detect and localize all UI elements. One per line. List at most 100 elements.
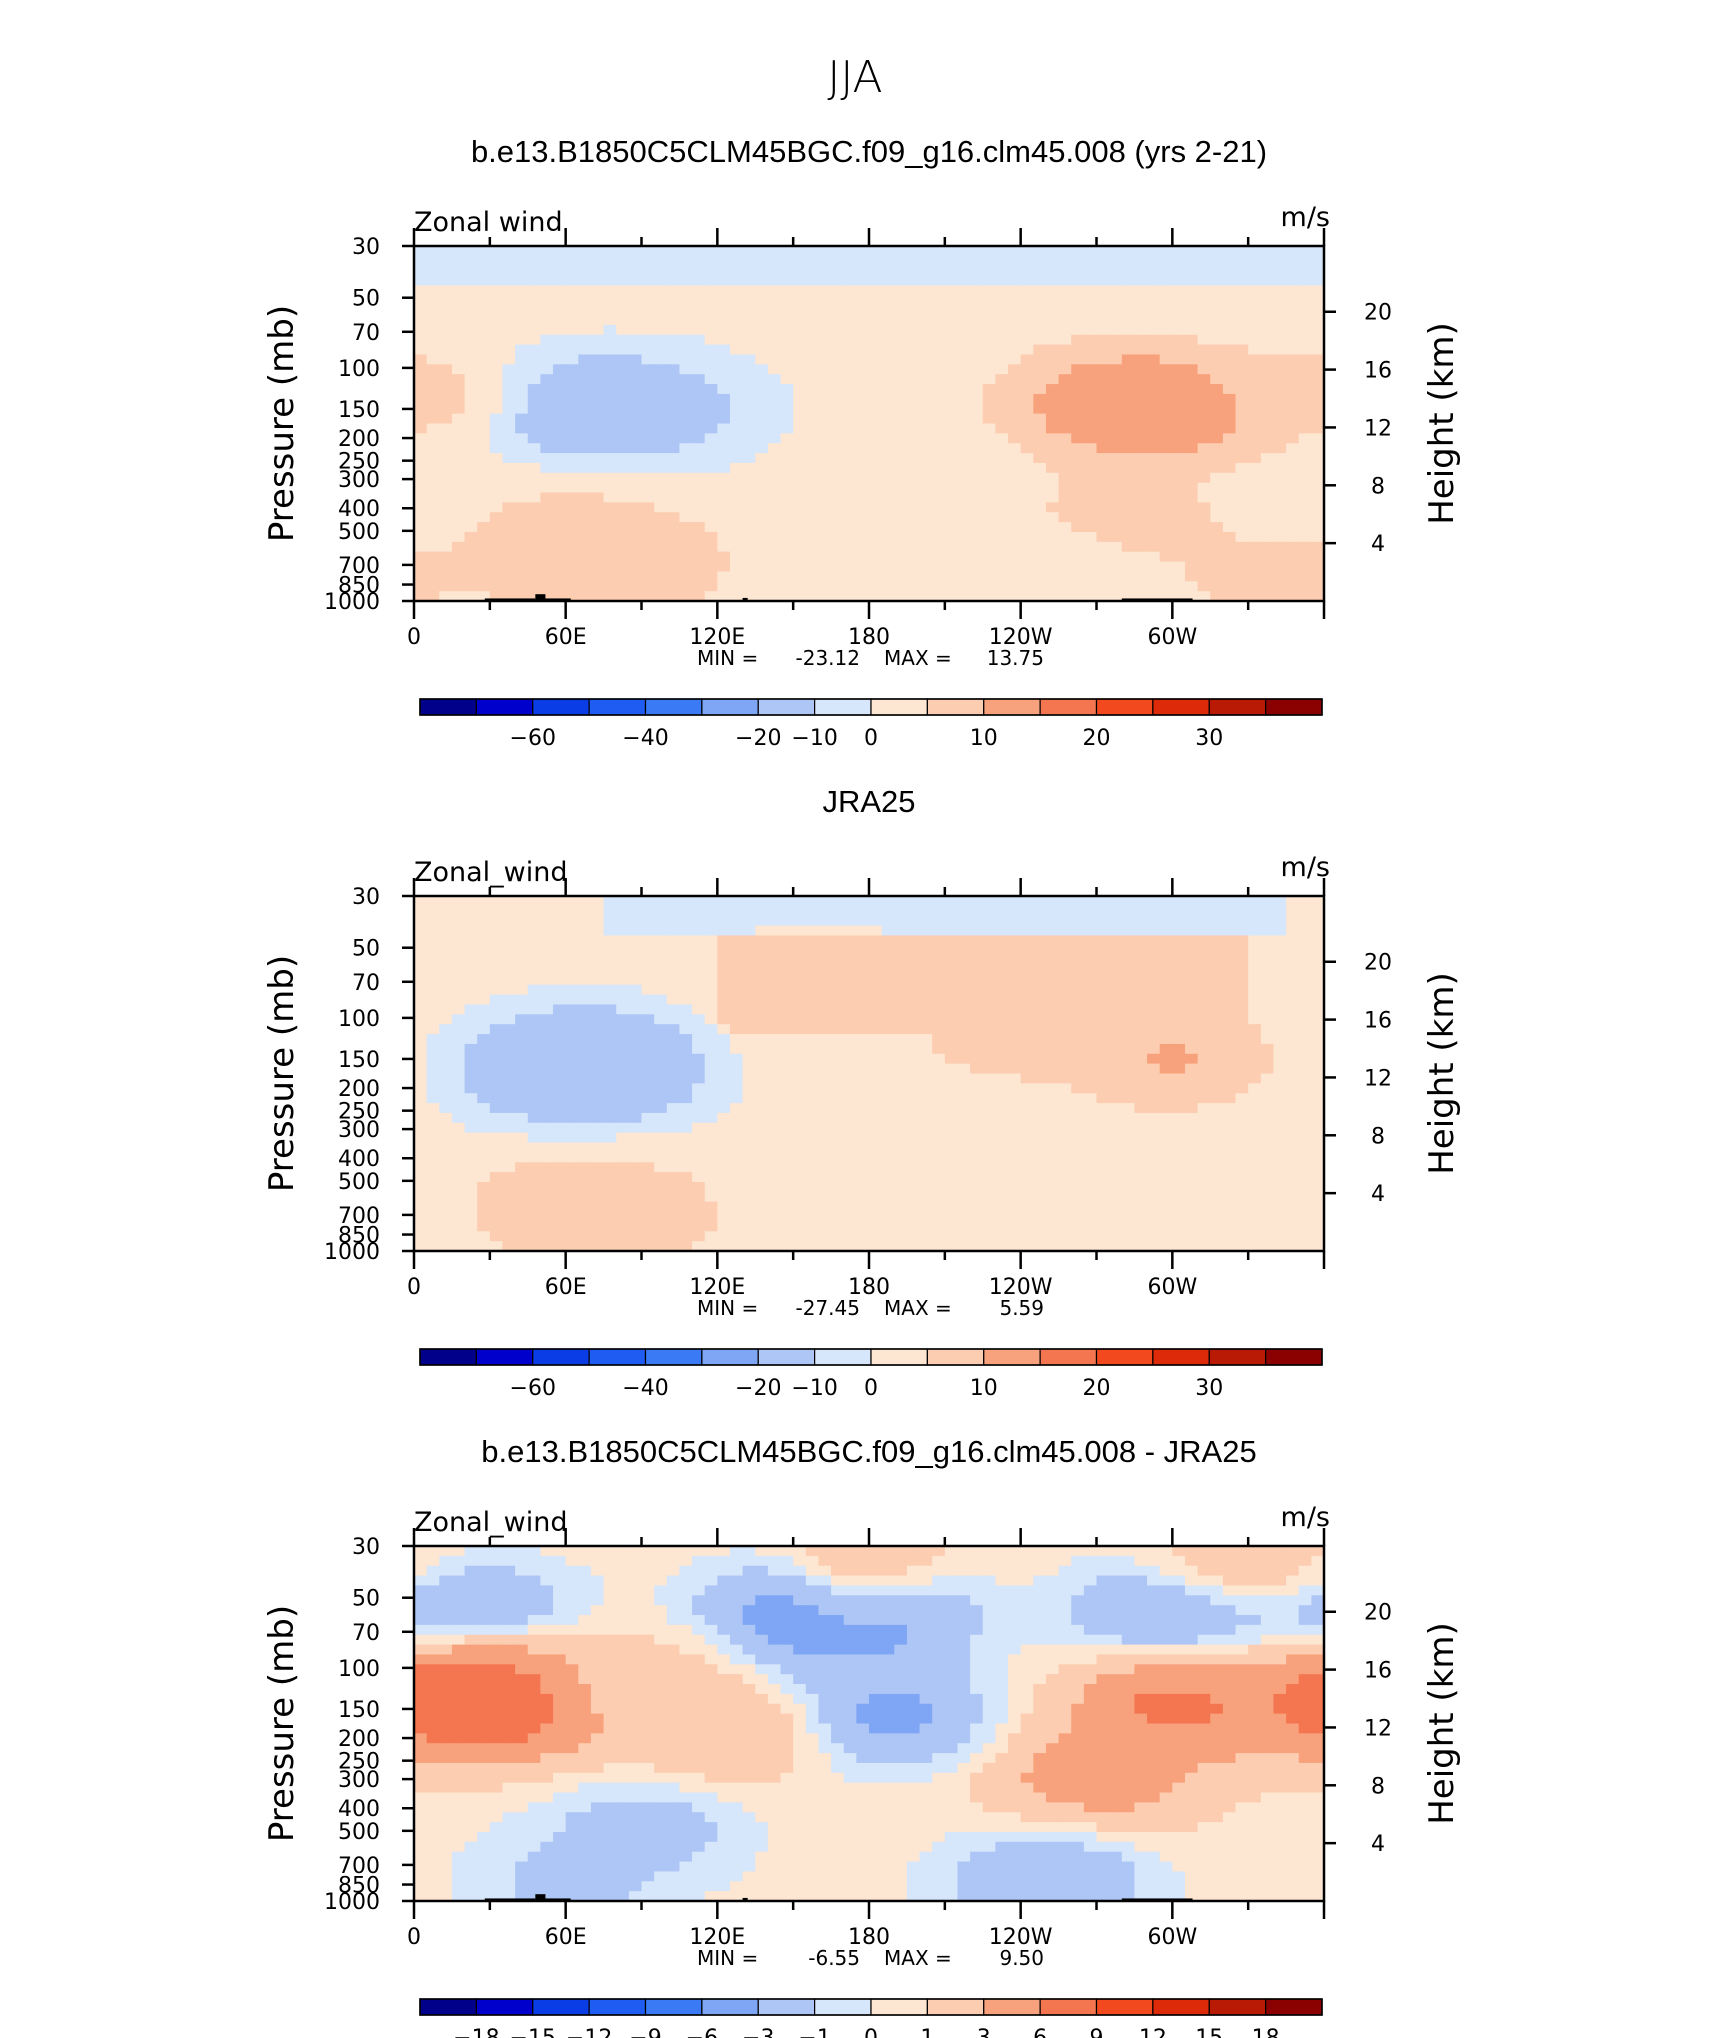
contour-cell [1096, 994, 1110, 1006]
contour-cell [502, 1112, 516, 1124]
contour-cell [679, 1201, 693, 1213]
contour-cell [1058, 374, 1072, 385]
contour-cell [780, 1122, 794, 1134]
contour-cell [1235, 492, 1249, 503]
contour-cell [717, 324, 731, 336]
contour-cell [932, 1181, 946, 1193]
contour-cell [932, 1014, 946, 1025]
contour-cell [654, 423, 668, 434]
contour-cell [1298, 1083, 1312, 1094]
contour-cell [995, 965, 1009, 976]
contour-cell [957, 482, 971, 494]
contour-cell [805, 393, 820, 405]
contour-cell [755, 1142, 769, 1153]
contour-cell [590, 255, 605, 267]
contour-cell [1235, 561, 1249, 573]
contour-cell [1197, 1053, 1211, 1065]
contour-cell [1121, 1083, 1136, 1094]
contour-cell [982, 591, 996, 601]
contour-cell [1147, 522, 1161, 533]
contour-cell [477, 1112, 491, 1124]
contour-cell [1273, 295, 1287, 306]
contour-cell [679, 453, 693, 464]
contour-cell [540, 423, 554, 434]
contour-cell [780, 1063, 794, 1075]
contour-cell [489, 1043, 504, 1055]
contour-cell [502, 1024, 516, 1035]
contour-cell [1096, 374, 1110, 385]
contour-cell [1058, 472, 1072, 484]
contour-cell [1260, 591, 1275, 601]
contour-cell [489, 1191, 504, 1203]
contour-cell [1197, 1191, 1211, 1203]
contour-cell [1235, 1142, 1249, 1153]
contour-cell [414, 384, 428, 395]
contour-cell [515, 965, 529, 976]
contour-cell [970, 1024, 984, 1035]
contour-cell [831, 433, 845, 444]
contour-cell [982, 522, 996, 533]
contour-cell [869, 925, 883, 937]
contour-cell [869, 482, 883, 494]
contour-cell [1134, 354, 1148, 365]
contour-cell [641, 512, 655, 523]
contour-cell [1083, 295, 1098, 306]
contour-cell [982, 1083, 996, 1094]
contour-cell [1298, 285, 1312, 296]
contour-cell [565, 403, 579, 415]
contour-cell [603, 994, 617, 1006]
contour-cell [666, 1103, 681, 1114]
contour-cell [932, 1162, 946, 1173]
contour-cell [932, 433, 946, 444]
contour-cell [869, 462, 883, 474]
contour-cell [502, 502, 516, 513]
contour-cell [1147, 393, 1161, 405]
contour-cell [944, 905, 959, 917]
contour-cell [932, 896, 946, 907]
contour-cell [1184, 334, 1199, 346]
contour-cell [1033, 1034, 1047, 1045]
contour-cell [1083, 1152, 1098, 1163]
contour-cell [654, 403, 668, 415]
contour-cell [527, 295, 541, 306]
contour-cell [1121, 896, 1136, 907]
contour-cell [426, 935, 440, 946]
contour-cell [982, 1162, 996, 1173]
contour-cell [957, 945, 971, 956]
contour-cell [527, 393, 541, 405]
contour-cell [831, 945, 845, 956]
contour-cell [590, 1152, 605, 1163]
contour-cell [1020, 295, 1034, 306]
contour-cell [578, 492, 592, 503]
contour-cell [1222, 1132, 1237, 1144]
contour-cell [477, 393, 491, 405]
contour-cell [831, 896, 845, 907]
contour-cell [856, 1172, 870, 1183]
contour-cell [1248, 1142, 1262, 1153]
contour-cell [464, 915, 478, 927]
contour-cell [869, 945, 883, 956]
contour-cell [616, 925, 630, 937]
contour-cell [1109, 581, 1123, 592]
contour-cell [666, 984, 681, 996]
contour-cell [1222, 255, 1237, 267]
contour-cell [1147, 453, 1161, 464]
contour-cell [843, 295, 857, 306]
contour-cell [414, 541, 428, 553]
contour-cell [894, 1014, 908, 1025]
contour-cell [1045, 1181, 1060, 1193]
contour-cell [540, 935, 554, 946]
contour-cell [932, 1152, 946, 1163]
contour-cell [906, 354, 921, 365]
contour-cell [1083, 591, 1098, 601]
contour-cell [565, 1093, 579, 1104]
contour-cell [628, 1053, 643, 1065]
figure-title: JJA [827, 52, 882, 103]
contour-cell [439, 453, 453, 464]
contour-cell [704, 945, 718, 956]
contour-cell [540, 915, 554, 927]
contour-cell [603, 443, 617, 454]
contour-cell [666, 955, 681, 966]
contour-cell [767, 305, 782, 316]
contour-cell [527, 591, 541, 601]
